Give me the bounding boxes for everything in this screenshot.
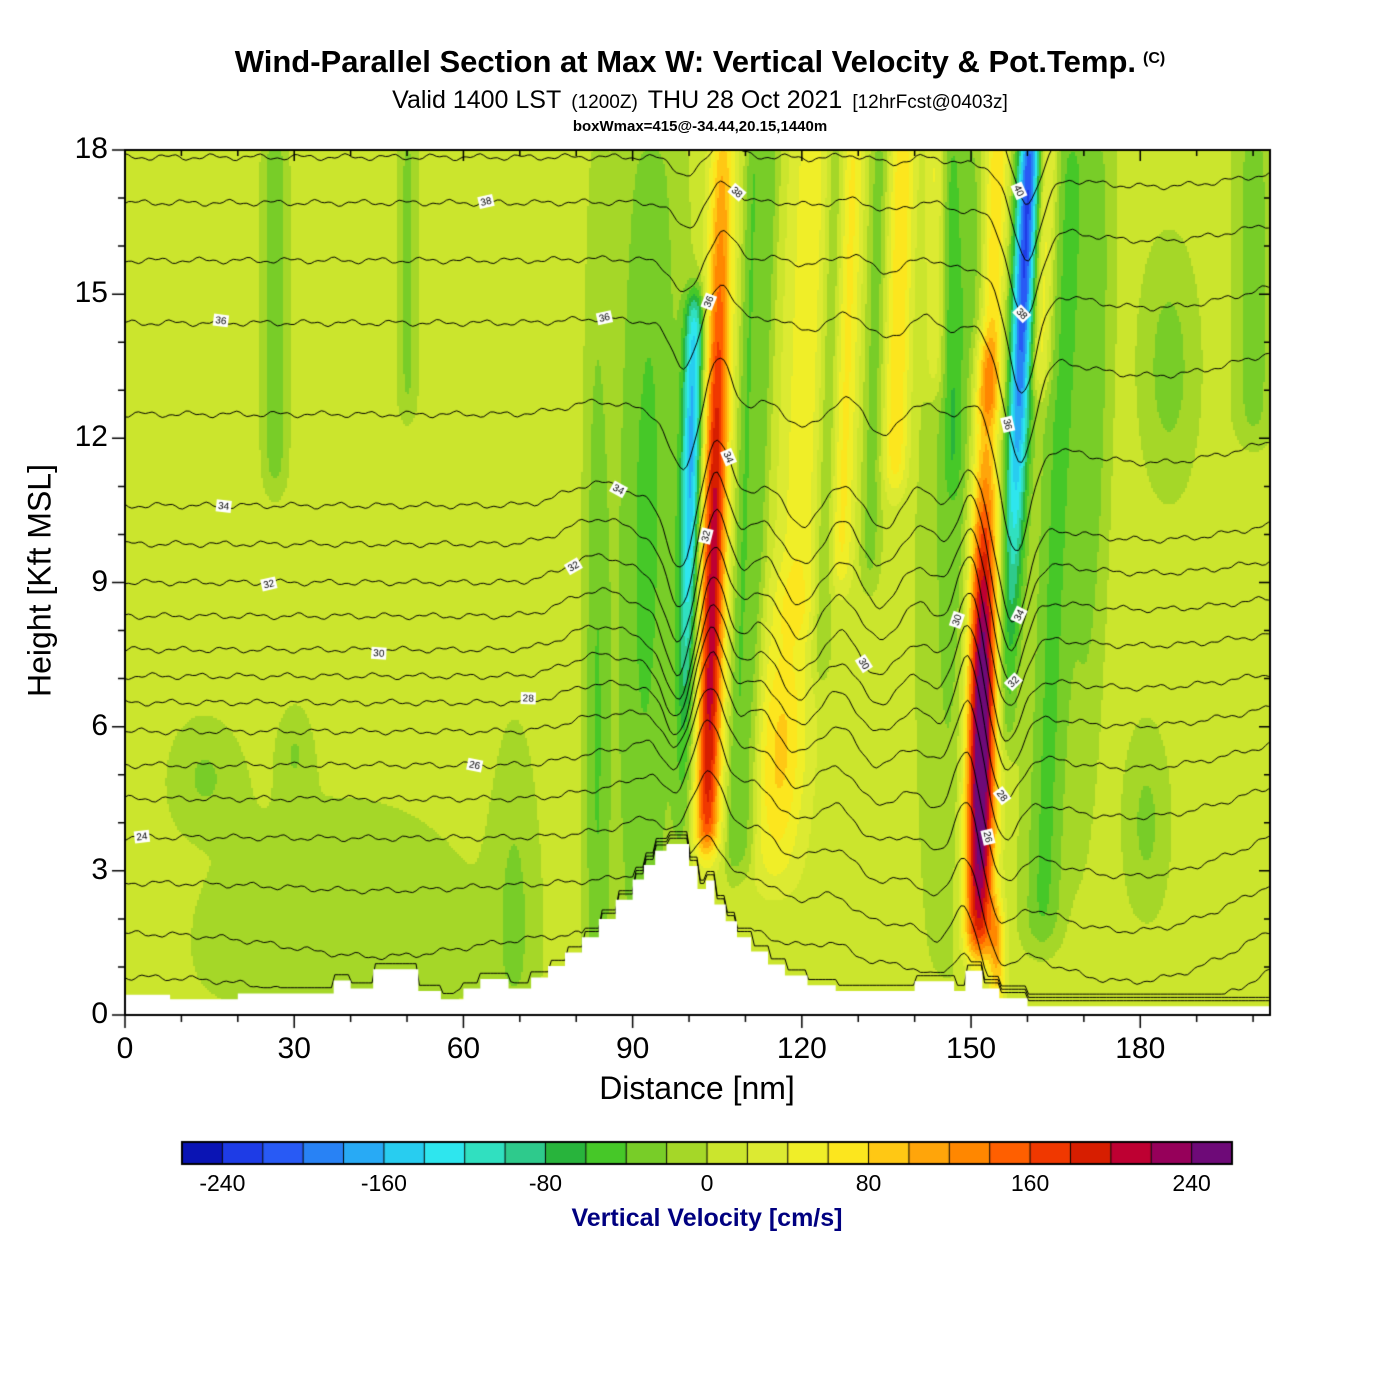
forecast-info-text: [12hrFcst@0403z]	[852, 92, 1008, 113]
valid-time-line: Valid 1400 LST (1200Z) THU 28 Oct 2021 [12h…	[0, 86, 1400, 115]
page-title: Wind-Parallel Section at Max W: Vertical…	[0, 44, 1400, 80]
valid-time-text: Valid 1400 LST	[392, 86, 562, 114]
zulu-time-text: (1200Z)	[571, 92, 638, 113]
page-title-text: Wind-Parallel Section at Max W: Vertical…	[234, 44, 1137, 79]
y-axis-title: Height [Kft MSL]	[21, 464, 58, 697]
page-title-unit: (C)	[1143, 50, 1166, 67]
colorbar-title: Vertical Velocity [cm/s]	[571, 1204, 843, 1232]
valid-date-text: THU 28 Oct 2021	[647, 86, 843, 114]
box-wmax-annotation: boxWmax=415@-34.44,20.15,1440m	[572, 118, 828, 135]
x-axis-title: Distance [nm]	[599, 1070, 795, 1106]
